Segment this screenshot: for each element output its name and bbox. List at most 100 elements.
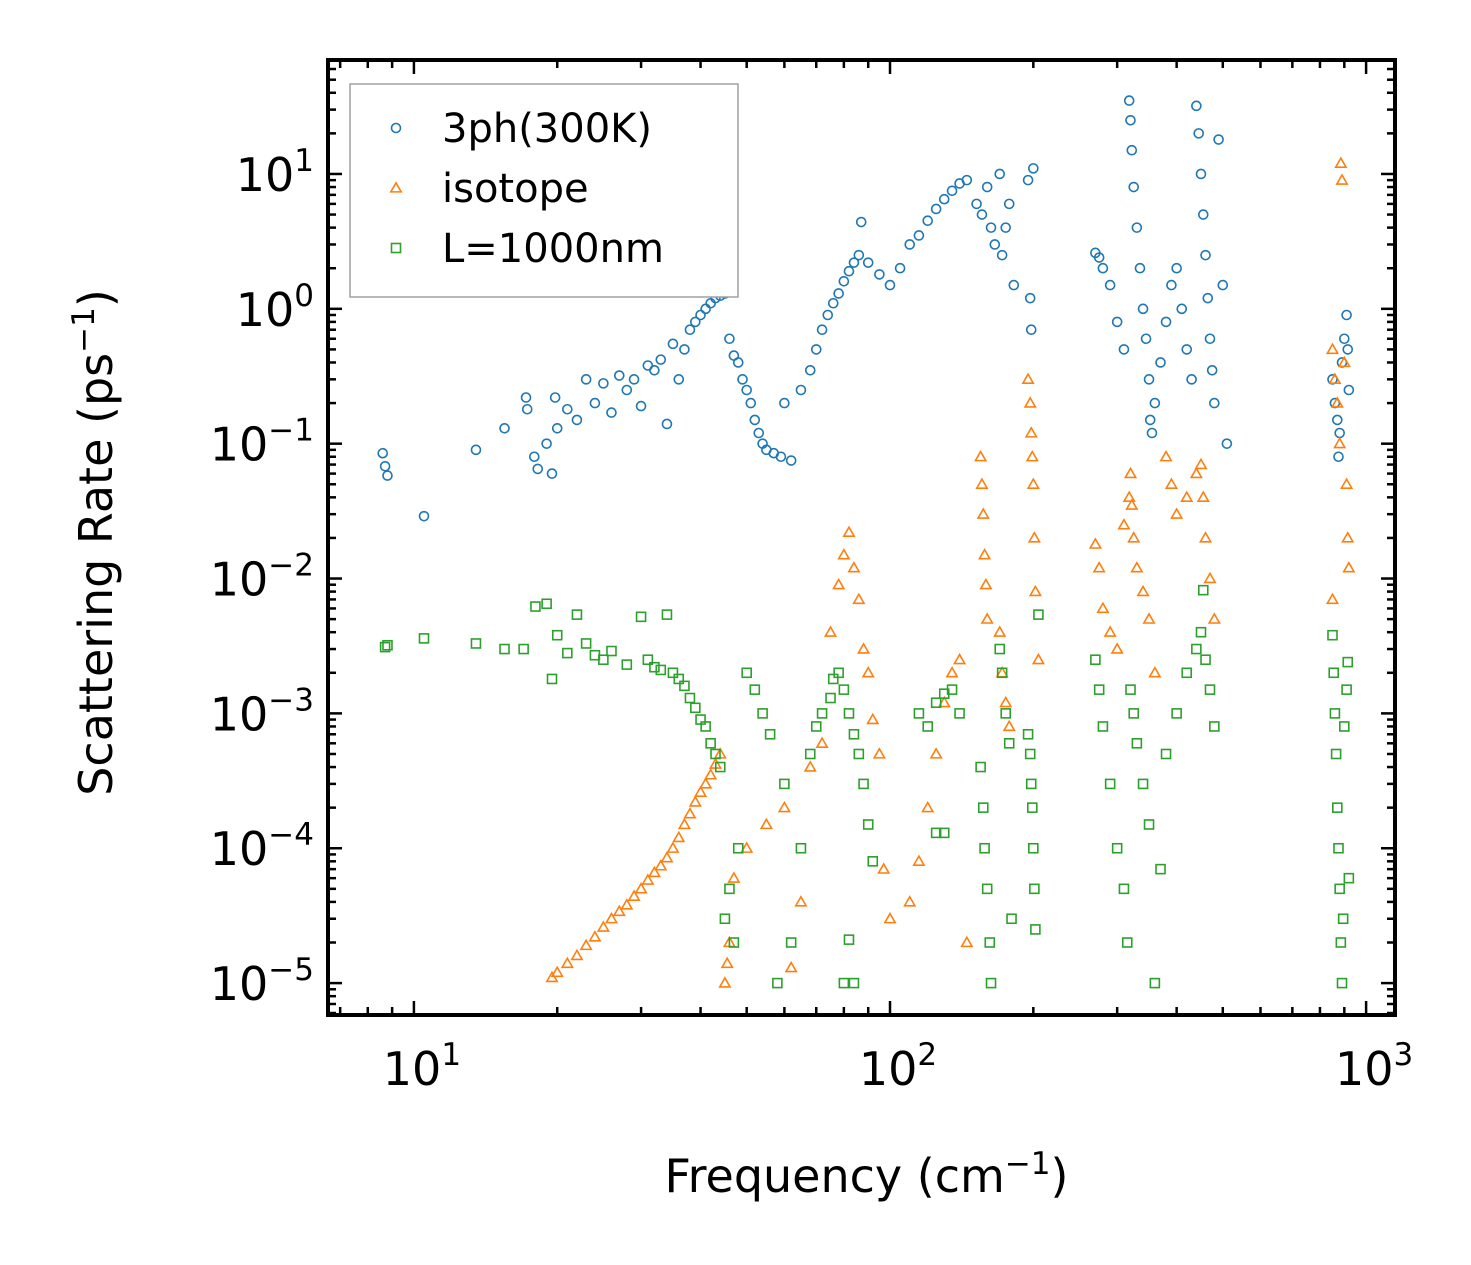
data-point — [580, 638, 592, 649]
data-point — [1334, 156, 1348, 168]
data-point — [1155, 863, 1166, 875]
data-point — [976, 507, 990, 519]
data-point — [1191, 100, 1202, 112]
data-point — [1125, 115, 1136, 126]
data-point — [634, 882, 648, 894]
data-point — [1022, 728, 1034, 740]
data-point — [975, 477, 989, 489]
data-point — [1176, 303, 1188, 315]
data-point — [784, 960, 798, 973]
data-point — [1022, 174, 1034, 186]
data-point — [921, 800, 935, 813]
data-point — [1111, 842, 1123, 854]
data-point — [1339, 721, 1350, 732]
data-point — [804, 748, 816, 760]
data-point — [647, 865, 661, 878]
data-point — [1148, 666, 1162, 678]
data-point — [649, 661, 660, 673]
data-point — [1090, 654, 1101, 666]
data-point — [1327, 629, 1338, 641]
data-point — [705, 738, 716, 749]
data-point — [858, 778, 869, 790]
data-point — [855, 216, 867, 228]
data-point — [843, 708, 855, 719]
data-point — [621, 659, 633, 670]
y-tick-label: 101 — [236, 143, 314, 202]
data-point — [1181, 344, 1193, 355]
data-point — [570, 948, 584, 961]
x-tick-label: 103 — [1335, 1037, 1413, 1096]
data-point — [693, 785, 708, 797]
data-point — [1140, 333, 1152, 345]
data-point — [1024, 426, 1038, 438]
data-point — [700, 303, 711, 315]
data-point — [1328, 667, 1340, 679]
data-point — [764, 728, 776, 740]
data-point — [677, 817, 691, 830]
data-point — [996, 249, 1008, 261]
data-point — [714, 761, 726, 773]
y-tick-label: 10−1 — [210, 413, 314, 472]
data-point — [976, 209, 988, 220]
data-point — [913, 230, 925, 241]
data-point — [661, 609, 673, 620]
data-point — [866, 712, 880, 725]
data-point — [1024, 292, 1036, 304]
data-point — [1342, 656, 1354, 668]
data-point — [1197, 209, 1209, 220]
data-point — [1342, 561, 1356, 573]
data-point — [1110, 642, 1124, 654]
data-point — [894, 262, 906, 274]
data-point — [1111, 316, 1123, 328]
data-point — [852, 592, 866, 605]
data-point — [1103, 625, 1117, 637]
data-point — [499, 643, 510, 655]
data-point — [785, 455, 797, 466]
data-point — [655, 664, 667, 676]
data-point — [1003, 198, 1015, 210]
data-point — [993, 625, 1007, 637]
data-point — [1025, 778, 1037, 790]
legend-entries: 3ph(300K) isotope L=1000nm — [389, 106, 664, 272]
data-point — [1160, 748, 1172, 760]
data-point — [1031, 652, 1045, 665]
data-point — [1166, 279, 1177, 291]
data-point — [1144, 414, 1156, 426]
x-tick-label: 102 — [859, 1037, 937, 1096]
data-point — [848, 977, 860, 989]
data-point — [562, 403, 573, 415]
data-point — [847, 561, 861, 573]
data-point — [1333, 451, 1344, 463]
data-point — [1093, 684, 1105, 695]
data-point — [1131, 738, 1143, 749]
data-point — [974, 449, 988, 462]
data-point — [996, 667, 1008, 679]
data-point — [989, 239, 1001, 250]
data-point — [874, 269, 885, 280]
data-point — [724, 333, 735, 345]
data-point — [613, 370, 625, 381]
data-point — [913, 708, 925, 719]
data-point — [1028, 584, 1042, 597]
data-point — [978, 547, 992, 560]
data-point — [810, 344, 822, 355]
data-point — [1023, 396, 1037, 408]
data-point — [1134, 262, 1146, 274]
data-point — [1213, 134, 1224, 145]
data-point — [832, 577, 846, 590]
data-point — [912, 854, 926, 866]
data-point — [833, 667, 844, 679]
data-point — [635, 611, 647, 623]
data-point — [867, 856, 879, 867]
data-point — [1335, 173, 1349, 185]
data-point — [530, 601, 541, 612]
data-point — [518, 643, 529, 655]
data-point — [688, 795, 702, 807]
data-point — [1196, 490, 1210, 503]
legend-entry: 3ph(300K) — [390, 106, 652, 152]
data-point — [1180, 490, 1194, 503]
data-point — [379, 460, 391, 472]
data-point — [1337, 913, 1349, 925]
data-point — [1125, 684, 1136, 695]
data-point — [1093, 252, 1105, 263]
